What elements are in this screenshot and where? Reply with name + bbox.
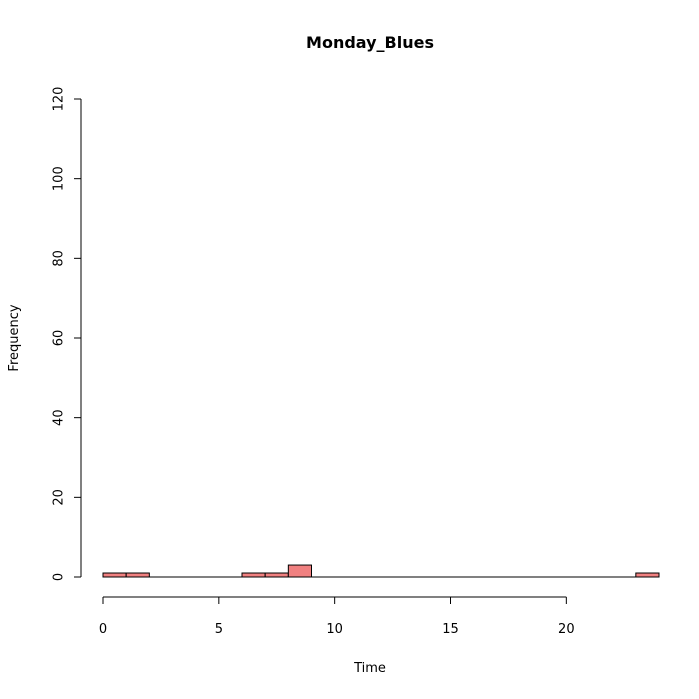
y-tick-label: 100 xyxy=(52,166,67,191)
y-tick-label: 80 xyxy=(52,250,67,267)
y-tick-label: 120 xyxy=(52,87,67,112)
x-tick-label: 0 xyxy=(99,622,107,637)
y-tick-label: 40 xyxy=(52,409,67,426)
x-axis-label: Time xyxy=(353,661,386,676)
histogram-bar-23 xyxy=(635,572,660,578)
histogram-bars xyxy=(102,564,660,578)
y-tick-label: 20 xyxy=(52,489,67,506)
x-tick-label: 15 xyxy=(442,622,459,637)
y-axis: 0 20 40 60 80 100 120 xyxy=(52,87,82,581)
histogram-bar-7 xyxy=(264,572,289,578)
histogram-bar-6 xyxy=(241,572,266,578)
histogram-bar-1 xyxy=(125,572,150,578)
y-axis-label: Frequency xyxy=(7,304,22,371)
y-tick-label: 60 xyxy=(52,330,67,347)
x-axis: 0 5 10 15 20 xyxy=(99,596,575,637)
x-tick-label: 10 xyxy=(326,622,343,637)
y-tick-label: 0 xyxy=(52,573,67,581)
histogram-bar-8 xyxy=(287,564,313,578)
x-tick-label: 20 xyxy=(558,622,575,637)
chart-title: Monday_Blues xyxy=(306,33,434,52)
histogram-bar-0 xyxy=(102,572,127,578)
x-tick-label: 5 xyxy=(215,622,223,637)
